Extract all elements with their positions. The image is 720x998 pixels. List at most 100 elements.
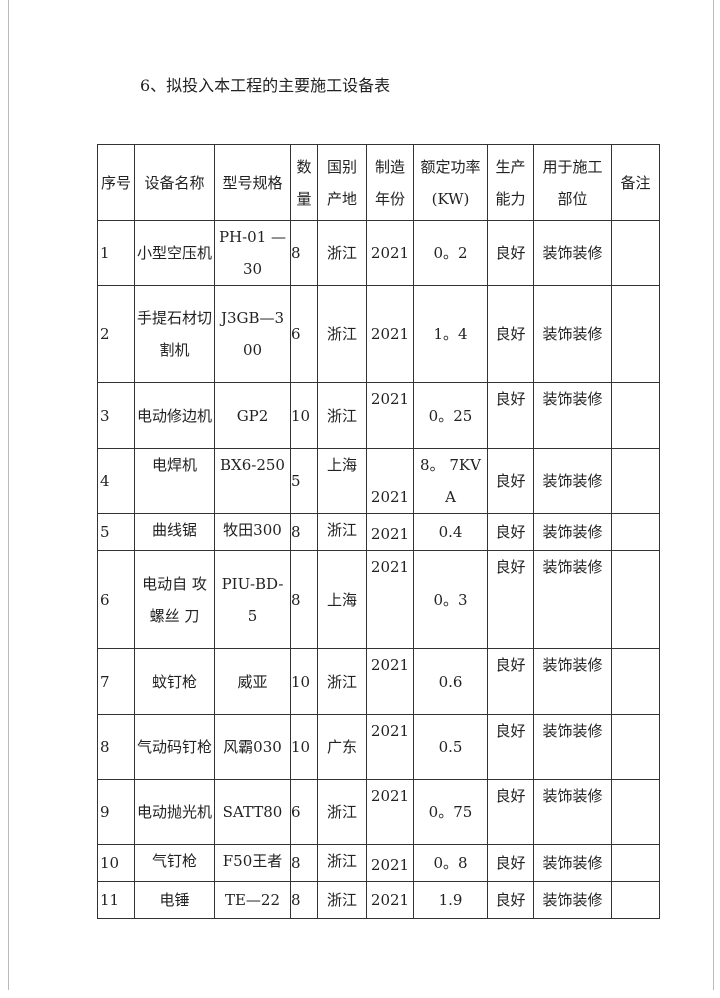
cell-year: 2021 — [366, 285, 414, 383]
cell-power: 0.6 — [413, 648, 488, 715]
cell-model: PIU-BD-5 — [214, 550, 291, 649]
cell-qty: 8 — [290, 881, 318, 919]
cell-year: 2021 — [366, 881, 414, 919]
table-row: 1 小型空压机 PH-01 —30 8 浙江 2021 0。2 良好 装饰装修 — [97, 220, 660, 286]
cell-model: BX6-250 — [214, 448, 291, 514]
cell-model: J3GB—300 — [214, 285, 291, 383]
cell-model: 风霸030 — [214, 714, 291, 780]
cell-qty: 6 — [290, 285, 318, 383]
cell-remark — [611, 220, 660, 286]
cell-model: 牧田300 — [214, 513, 291, 551]
cell-power: 1。4 — [413, 285, 488, 383]
cell-year: 2021 — [366, 844, 414, 882]
cell-seq: 10 — [97, 844, 135, 882]
header-seq: 序号 — [97, 144, 135, 221]
cell-usage: 装饰装修 — [533, 550, 612, 649]
page-border — [8, 0, 714, 990]
header-year: 制造年份 — [366, 144, 414, 221]
cell-qty: 5 — [290, 448, 318, 514]
cell-usage: 装饰装修 — [533, 779, 612, 845]
cell-usage: 装饰装修 — [533, 881, 612, 919]
table-row: 3 电动修边机 GP2 10 浙江 2021 0。25 良好 装饰装修 — [97, 382, 660, 449]
cell-power: 8。 7KVA — [413, 448, 488, 514]
table-row: 8 气动码钉枪 风霸030 10 广东 2021 0.5 良好 装饰装修 — [97, 714, 660, 780]
cell-qty: 8 — [290, 844, 318, 882]
header-usage: 用于施工部位 — [533, 144, 612, 221]
cell-power: 0.5 — [413, 714, 488, 780]
header-capability: 生产能力 — [487, 144, 534, 221]
cell-capability: 良好 — [487, 550, 534, 649]
cell-name: 手提石材切割机 — [134, 285, 215, 383]
cell-usage: 装饰装修 — [533, 648, 612, 715]
cell-capability: 良好 — [487, 779, 534, 845]
table-row: 10 气钉枪 F50王者 8 浙江 2021 0。8 良好 装饰装修 — [97, 844, 660, 882]
header-model: 型号规格 — [214, 144, 291, 221]
cell-year: 2021 — [366, 382, 414, 449]
cell-year: 2021 — [366, 714, 414, 780]
cell-usage: 装饰装修 — [533, 220, 612, 286]
cell-year: 2021 — [366, 550, 414, 649]
cell-model: 威亚 — [214, 648, 291, 715]
table-row: 11 电锤 TE—22 8 浙江 2021 1.9 良好 装饰装修 — [97, 881, 660, 919]
table-row: 7 蚊钉枪 威亚 10 浙江 2021 0.6 良好 装饰装修 — [97, 648, 660, 715]
table-row: 6 电动自 攻螺丝 刀 PIU-BD-5 8 上海 2021 0。3 良好 装饰装修 — [97, 550, 660, 649]
cell-year: 2021 — [366, 779, 414, 845]
cell-remark — [611, 550, 660, 649]
cell-capability: 良好 — [487, 648, 534, 715]
table-header-row: 序号 设备名称 型号规格 数量 国别产地 制造年份 额定功率(KW) 生产能力 用于施工部位 备注 — [97, 144, 660, 221]
cell-origin: 上海 — [317, 550, 367, 649]
page-title: 6、拟投入本工程的主要施工设备表 — [140, 76, 391, 95]
cell-remark — [611, 714, 660, 780]
cell-name: 电动抛光机 — [134, 779, 215, 845]
cell-capability: 良好 — [487, 285, 534, 383]
cell-capability: 良好 — [487, 382, 534, 449]
cell-qty: 10 — [290, 714, 318, 780]
cell-origin: 浙江 — [317, 285, 367, 383]
cell-year: 2021 — [366, 513, 414, 551]
cell-model: SATT80 — [214, 779, 291, 845]
cell-capability: 良好 — [487, 448, 534, 514]
table-row: 2 手提石材切割机 J3GB—300 6 浙江 2021 1。4 良好 装饰装修 — [97, 285, 660, 383]
cell-remark — [611, 448, 660, 514]
cell-seq: 7 — [97, 648, 135, 715]
cell-remark — [611, 844, 660, 882]
cell-power: 0.4 — [413, 513, 488, 551]
header-qty: 数量 — [290, 144, 318, 221]
cell-origin: 浙江 — [317, 220, 367, 286]
cell-seq: 9 — [97, 779, 135, 845]
cell-origin: 浙江 — [317, 648, 367, 715]
cell-name: 小型空压机 — [134, 220, 215, 286]
cell-qty: 8 — [290, 220, 318, 286]
cell-seq: 5 — [97, 513, 135, 551]
cell-origin: 浙江 — [317, 844, 367, 882]
cell-qty: 8 — [290, 550, 318, 649]
cell-power: 0。3 — [413, 550, 488, 649]
cell-seq: 6 — [97, 550, 135, 649]
cell-capability: 良好 — [487, 881, 534, 919]
cell-power: 0。75 — [413, 779, 488, 845]
cell-origin: 浙江 — [317, 382, 367, 449]
cell-capability: 良好 — [487, 220, 534, 286]
cell-year: 2021 — [366, 648, 414, 715]
cell-usage: 装饰装修 — [533, 448, 612, 514]
cell-remark — [611, 513, 660, 551]
cell-usage: 装饰装修 — [533, 382, 612, 449]
table-row: 4 电焊机 BX6-250 5 上海 2021 8。 7KVA 良好 装饰装修 — [97, 448, 660, 514]
cell-capability: 良好 — [487, 513, 534, 551]
cell-qty: 8 — [290, 513, 318, 551]
cell-capability: 良好 — [487, 844, 534, 882]
cell-name: 气钉枪 — [134, 844, 215, 882]
cell-year: 2021 — [366, 220, 414, 286]
table-row: 9 电动抛光机 SATT80 6 浙江 2021 0。75 良好 装饰装修 — [97, 779, 660, 845]
cell-power: 0。2 — [413, 220, 488, 286]
table-row: 5 曲线锯 牧田300 8 浙江 2021 0.4 良好 装饰装修 — [97, 513, 660, 551]
cell-power: 0。8 — [413, 844, 488, 882]
cell-model: PH-01 —30 — [214, 220, 291, 286]
cell-origin: 浙江 — [317, 881, 367, 919]
cell-remark — [611, 779, 660, 845]
cell-usage: 装饰装修 — [533, 844, 612, 882]
cell-usage: 装饰装修 — [533, 714, 612, 780]
header-origin: 国别产地 — [317, 144, 367, 221]
cell-name: 电动自 攻螺丝 刀 — [134, 550, 215, 649]
cell-qty: 10 — [290, 648, 318, 715]
